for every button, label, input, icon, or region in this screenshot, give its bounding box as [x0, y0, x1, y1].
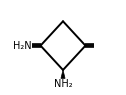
- Polygon shape: [61, 70, 65, 78]
- Text: NH₂: NH₂: [54, 79, 72, 89]
- Text: H₂N: H₂N: [13, 41, 31, 51]
